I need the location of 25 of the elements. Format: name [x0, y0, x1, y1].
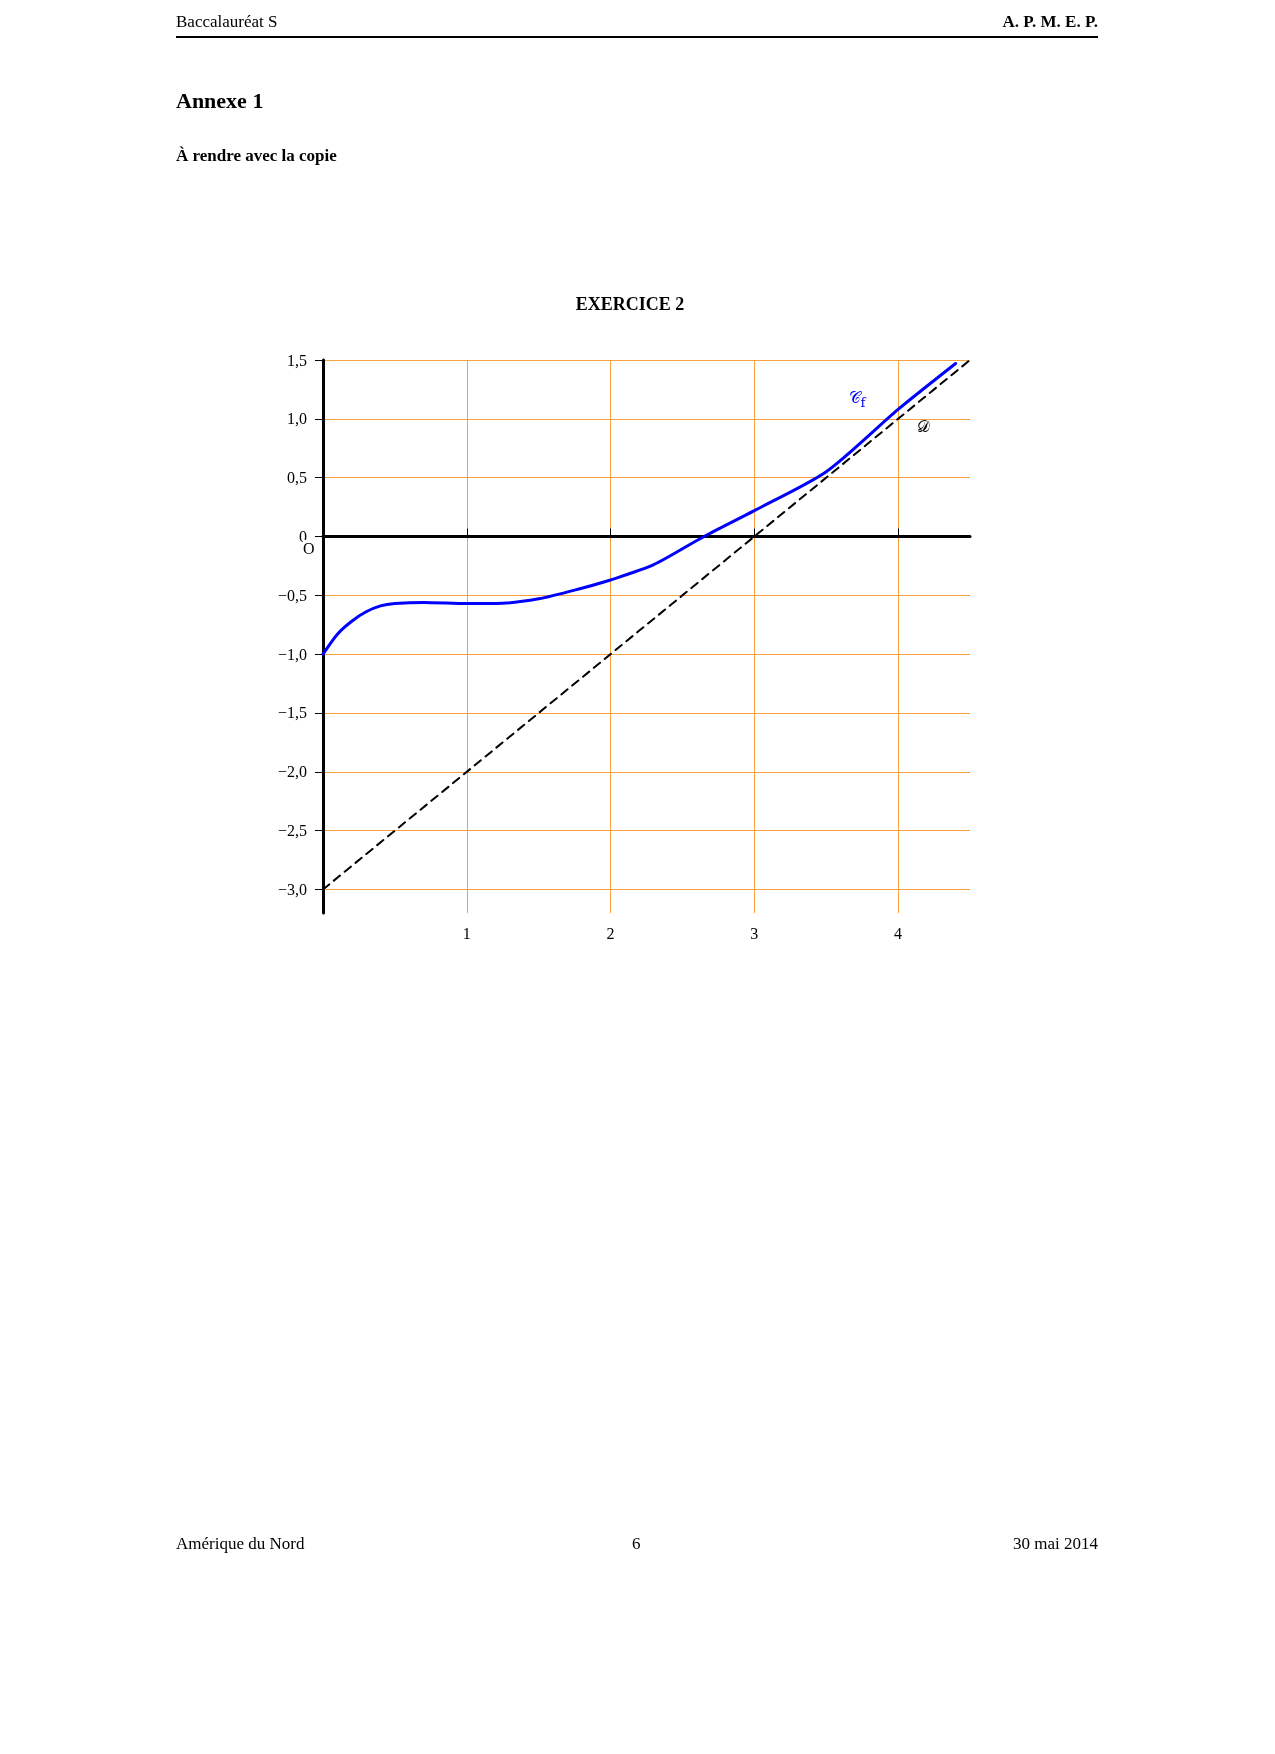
chart-title: EXERCICE 2: [575, 294, 685, 314]
text: O: [303, 540, 315, 559]
text: Amérique du Nord: [176, 1534, 305, 1554]
text: 30 mai 2014: [1013, 1534, 1098, 1554]
text: A. P. M. E. P.: [1002, 12, 1098, 32]
y-tick-label: 0,5: [287, 469, 307, 487]
y-tick-label: −2,5: [277, 822, 307, 840]
x-tick-label: 4: [894, 924, 903, 942]
y-tick-label: −0,5: [277, 586, 307, 604]
text: 6: [632, 1534, 641, 1554]
line-series: [321, 362, 958, 656]
y-tick-label: −3,0: [277, 880, 307, 898]
y-tick-label: −2,0: [277, 763, 307, 781]
text: Baccalauréat S: [176, 12, 278, 32]
series-label: 𝒞$_{f}$: [848, 388, 866, 411]
y-tick-label: 1,0: [287, 410, 307, 428]
x-tick-label: 3: [750, 924, 759, 942]
text: À rendre avec la copie: [176, 146, 337, 166]
text: Annexe 1: [176, 88, 264, 114]
y-tick-label: −1,5: [277, 704, 307, 722]
x-tick-label: 1: [462, 924, 471, 942]
x-tick-label: 2: [606, 924, 615, 942]
y-tick-label: 1,5: [287, 351, 307, 369]
series-label: 𝒟: [917, 416, 931, 436]
y-tick-label: −1,0: [277, 645, 307, 663]
